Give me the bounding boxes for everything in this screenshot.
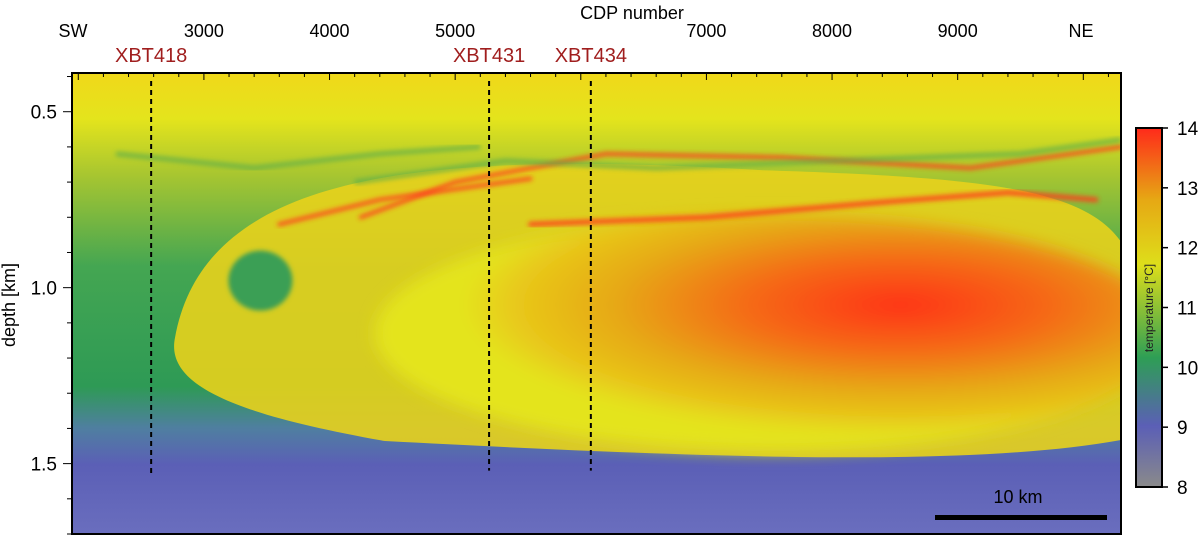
- water-mass-features: [115, 137, 1121, 458]
- warm-filament: [277, 176, 533, 227]
- colorbar-label: temperature [°C]: [1142, 264, 1156, 352]
- y-tick-label: 1.5: [31, 455, 57, 476]
- colorbar-tick-label: 8: [1177, 478, 1188, 499]
- direction-label-sw: SW: [59, 21, 88, 41]
- xbt-profile-label: XBT418: [115, 45, 187, 67]
- scale-bar-label: 10 km: [993, 487, 1042, 507]
- y-tick-label: 1.0: [31, 279, 57, 300]
- x-tick-label: 8000: [812, 21, 852, 41]
- colorbar: 8 9 10 11 12 13 14 temperature [°C]: [1135, 119, 1199, 499]
- x-tick-label: 4000: [310, 21, 350, 41]
- y-tick-label: 0.5: [31, 103, 57, 124]
- xbt-profile-label: XBT434: [555, 45, 627, 67]
- xbt-profile-label: XBT431: [453, 45, 525, 67]
- plot-frame: [71, 72, 1122, 535]
- direction-label-ne: NE: [1068, 21, 1093, 41]
- warm-filament: [528, 190, 1099, 227]
- warm-core-eddy: [375, 215, 1121, 451]
- cold-pocket: [228, 250, 293, 311]
- warm-filament: [358, 144, 1121, 220]
- x-tick-label: 5000: [435, 21, 475, 41]
- colorbar-tick-label: 12: [1177, 239, 1198, 260]
- xbt-profiles: XBT418 XBT431 XBT434: [115, 45, 627, 475]
- scale-bar-line: [935, 515, 1107, 520]
- y-axis-label: depth [km]: [0, 263, 19, 347]
- x-tick-label: 9000: [938, 21, 978, 41]
- y-axis: 0.5 1.0 1.5: [31, 76, 72, 535]
- x-tick-label: 3000: [184, 21, 224, 41]
- colorbar-ticks: 8 9 10 11 12 13 14: [1162, 119, 1199, 499]
- colorbar-ramp: [1135, 127, 1163, 488]
- x-axis: 3000 4000 5000 7000 8000 9000: [77, 21, 1109, 80]
- colorbar-tick-label: 10: [1177, 358, 1198, 379]
- colorbar-tick-label: 11: [1177, 299, 1197, 320]
- cool-streak: [354, 137, 1121, 185]
- cool-streak: [115, 144, 481, 171]
- x-tick-label: 7000: [686, 21, 726, 41]
- colorbar-tick-label: 14: [1177, 119, 1199, 140]
- colorbar-tick-label: 9: [1177, 418, 1188, 439]
- plot-area: [72, 73, 1121, 534]
- x-axis-label: CDP number: [580, 3, 684, 23]
- colorbar-tick-label: 13: [1177, 179, 1198, 200]
- scale-bar: 10 km: [935, 487, 1107, 520]
